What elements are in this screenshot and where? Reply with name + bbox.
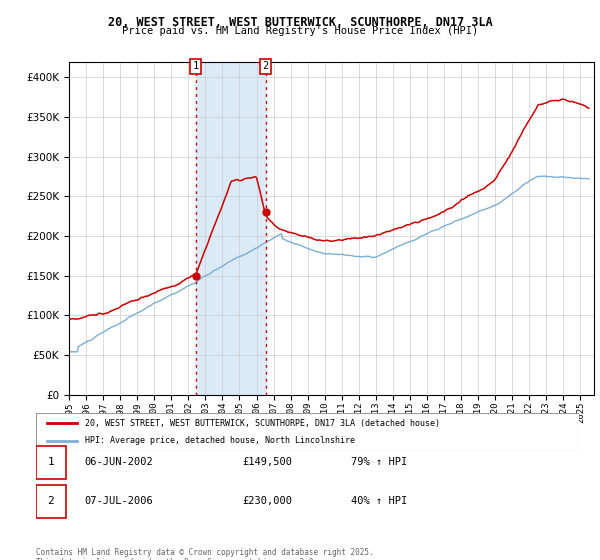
Text: £149,500: £149,500 xyxy=(242,457,292,467)
Text: 20, WEST STREET, WEST BUTTERWICK, SCUNTHORPE, DN17 3LA: 20, WEST STREET, WEST BUTTERWICK, SCUNTH… xyxy=(107,16,493,29)
Text: £230,000: £230,000 xyxy=(242,496,292,506)
Text: 40% ↑ HPI: 40% ↑ HPI xyxy=(351,496,407,506)
Text: Price paid vs. HM Land Registry's House Price Index (HPI): Price paid vs. HM Land Registry's House … xyxy=(122,26,478,36)
Text: 2: 2 xyxy=(262,61,269,71)
Text: Contains HM Land Registry data © Crown copyright and database right 2025.
This d: Contains HM Land Registry data © Crown c… xyxy=(36,548,374,560)
Bar xyxy=(36,446,66,479)
Text: 06-JUN-2002: 06-JUN-2002 xyxy=(85,457,154,467)
Text: 2: 2 xyxy=(47,496,54,506)
Text: 07-JUL-2006: 07-JUL-2006 xyxy=(85,496,154,506)
Text: HPI: Average price, detached house, North Lincolnshire: HPI: Average price, detached house, Nort… xyxy=(85,436,355,445)
Text: 1: 1 xyxy=(47,457,54,467)
Text: 79% ↑ HPI: 79% ↑ HPI xyxy=(351,457,407,467)
Bar xyxy=(36,485,66,518)
Text: 1: 1 xyxy=(193,61,199,71)
Bar xyxy=(196,62,266,395)
Text: 20, WEST STREET, WEST BUTTERWICK, SCUNTHORPE, DN17 3LA (detached house): 20, WEST STREET, WEST BUTTERWICK, SCUNTH… xyxy=(85,419,440,428)
